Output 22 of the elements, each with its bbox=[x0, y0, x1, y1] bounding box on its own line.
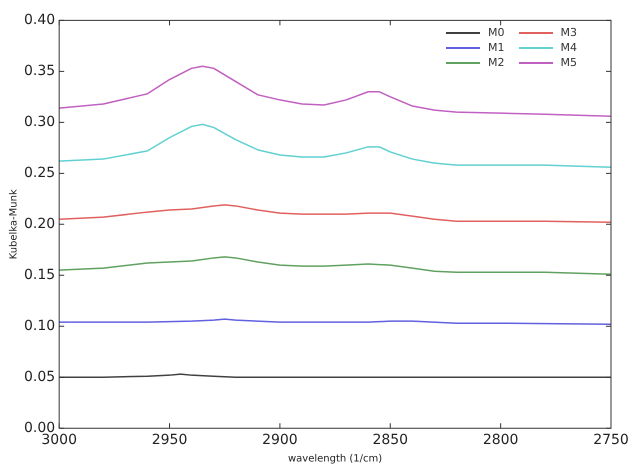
x-tick-label: 2950 bbox=[152, 432, 188, 448]
y-axis-title: Kubelka-Munk bbox=[8, 189, 20, 260]
legend-label: M4 bbox=[560, 41, 577, 54]
y-tick-label: 0.30 bbox=[24, 114, 56, 130]
legend-label: M0 bbox=[488, 26, 504, 39]
x-tick-label: 3000 bbox=[41, 432, 77, 448]
x-tick-label: 2850 bbox=[372, 432, 408, 448]
legend-label: M5 bbox=[560, 56, 577, 69]
legend-label: M2 bbox=[488, 56, 504, 69]
y-tick-label: 0.15 bbox=[24, 266, 56, 283]
legend-label: M1 bbox=[488, 41, 504, 54]
x-axis-title: wavelength (1/cm) bbox=[288, 454, 382, 465]
y-tick-label: 0.05 bbox=[24, 368, 56, 385]
y-tick-label: 0.20 bbox=[24, 216, 56, 232]
x-tick-label: 2900 bbox=[262, 432, 298, 448]
x-tick-label: 2750 bbox=[593, 432, 629, 448]
y-tick-label: 0.10 bbox=[24, 318, 56, 334]
legend-label: M3 bbox=[560, 26, 577, 39]
y-tick-label: 0.25 bbox=[24, 164, 56, 181]
y-tick-label: 0.35 bbox=[24, 63, 56, 80]
x-tick-label: 2800 bbox=[482, 432, 518, 448]
y-tick-label: 0.40 bbox=[24, 12, 56, 28]
